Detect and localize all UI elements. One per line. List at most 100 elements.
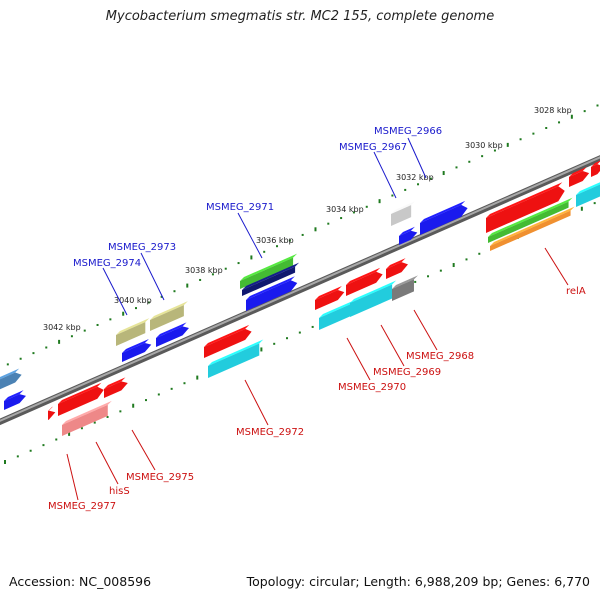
gene-blue-2967[interactable] xyxy=(399,226,418,245)
gene-green-rela[interactable] xyxy=(488,197,573,243)
connector-rela xyxy=(544,247,569,286)
gene-red-hiss-face xyxy=(58,386,104,416)
gene-blue-2974-face xyxy=(122,342,152,362)
gene-khaki-2974-top xyxy=(116,318,150,335)
gene-cyan-2972[interactable] xyxy=(208,339,264,378)
gene-red-2977a[interactable] xyxy=(48,406,56,420)
gene-red-2969-face xyxy=(346,271,383,296)
gene-blue-2973-face xyxy=(156,326,189,347)
gene-blue-left-face xyxy=(4,394,26,410)
gene-red-2972[interactable] xyxy=(204,324,252,358)
gene-steel-left-face xyxy=(0,372,22,390)
connector-msmeg-2973 xyxy=(140,252,165,301)
gene-red-right2-top xyxy=(591,160,600,167)
gene-cyan-2969[interactable] xyxy=(350,280,397,317)
gene-cyan-2972-face xyxy=(208,343,260,378)
gene-label-msmeg-2975[interactable]: MSMEG_2975 xyxy=(126,472,194,483)
gene-cyan-2970-top xyxy=(319,300,355,318)
ruler-label-3028: 3028 kbp xyxy=(534,106,572,115)
gene-green-2971[interactable] xyxy=(240,253,298,289)
upper-gene-labels: MSMEG_2966 MSMEG_2967 MSMEG_2971 MSMEG_2… xyxy=(73,126,442,269)
ruler-label-3030: 3030 kbp xyxy=(465,141,503,150)
gene-cyan-2969-face xyxy=(350,284,393,317)
gene-red-rela[interactable] xyxy=(486,182,565,233)
ruler-label-3034: 3034 kbp xyxy=(326,205,364,214)
gene-red-2972-face xyxy=(204,328,252,358)
gene-orange-rela[interactable] xyxy=(490,206,575,251)
gene-red-2968-top xyxy=(386,258,406,269)
genome-summary-text: Topology: circular; Length: 6,988,209 bp… xyxy=(246,574,590,589)
gene-label-msmeg-2974[interactable]: MSMEG_2974 xyxy=(73,258,141,269)
gene-label-rela[interactable]: relA xyxy=(566,286,586,297)
gene-orange-rela-face xyxy=(490,210,571,251)
gene-label-msmeg-2977[interactable]: MSMEG_2977 xyxy=(48,501,116,512)
connector-msmeg-2977 xyxy=(66,453,79,501)
gene-navy-2971-top xyxy=(242,262,300,290)
gene-red-2970-face xyxy=(315,289,345,310)
gene-red-2969[interactable] xyxy=(346,267,383,296)
gene-red-right2-face xyxy=(591,164,600,177)
gene-red-2970-top xyxy=(315,285,342,300)
gene-label-msmeg-2969[interactable]: MSMEG_2969 xyxy=(373,367,441,378)
gene-cyan-right[interactable] xyxy=(576,179,600,207)
connector-msmeg-2967 xyxy=(373,151,397,199)
connector-hiss xyxy=(95,441,119,485)
gene-blue-2973-top xyxy=(156,322,187,338)
gene-blue-2966[interactable] xyxy=(420,200,468,235)
gene-label-msmeg-2971[interactable]: MSMEG_2971 xyxy=(206,202,274,213)
genome-backbone-highlight xyxy=(0,156,600,422)
gene-grey-2967-top xyxy=(391,201,416,214)
gene-label-hiss[interactable]: hisS xyxy=(109,486,130,497)
connector-msmeg-2968 xyxy=(413,309,438,351)
gene-blue-left[interactable] xyxy=(4,390,26,410)
gene-red-right2[interactable] xyxy=(591,160,600,177)
gene-khaki-2974[interactable] xyxy=(116,318,150,346)
gene-cyan-2970[interactable] xyxy=(319,300,355,330)
gene-khaki-2973-top xyxy=(150,301,188,320)
gene-blue-2971[interactable] xyxy=(246,276,298,311)
gene-cyan-2970-face xyxy=(319,304,351,330)
gene-red-2975[interactable] xyxy=(104,377,128,398)
gene-red-2977a-top xyxy=(48,406,53,411)
gene-grey-2967[interactable] xyxy=(391,201,416,226)
gene-grey-2968[interactable] xyxy=(392,275,418,301)
gene-label-msmeg-2973[interactable]: MSMEG_2973 xyxy=(108,242,176,253)
gene-grey-2968-face xyxy=(392,279,414,301)
gene-khaki-2973[interactable] xyxy=(150,301,188,331)
gene-blue-2971-top xyxy=(246,276,295,300)
gene-blue-2974[interactable] xyxy=(122,338,152,362)
gene-red-rela-top xyxy=(486,182,563,218)
gene-navy-2971[interactable] xyxy=(242,262,300,296)
gene-label-msmeg-2970[interactable]: MSMEG_2970 xyxy=(338,382,406,393)
gene-red-2977a-face xyxy=(48,410,56,420)
gene-cyan-2972-top xyxy=(208,339,264,366)
gene-steel-left[interactable] xyxy=(0,368,22,391)
gene-red-2975-top xyxy=(104,377,126,389)
ruler-label-3042: 3042 kbp xyxy=(43,323,81,332)
gene-cyan-right-face xyxy=(576,184,600,207)
ruler-label-3032: 3032 kbp xyxy=(396,173,434,182)
gene-red-2970[interactable] xyxy=(315,285,345,310)
gene-khaki-2973-face xyxy=(150,305,184,331)
gene-red-2968[interactable] xyxy=(386,258,408,279)
ruler-label-3040: 3040 kbp xyxy=(114,296,152,305)
backbone-group xyxy=(0,155,600,426)
gene-red-2969-top xyxy=(346,267,381,285)
connector-msmeg-2972 xyxy=(244,379,269,426)
gene-label-msmeg-2967[interactable]: MSMEG_2967 xyxy=(339,142,407,153)
gene-blue-2967-top xyxy=(399,226,415,236)
gene-label-msmeg-2972[interactable]: MSMEG_2972 xyxy=(236,427,304,438)
gene-blue-2973[interactable] xyxy=(156,322,189,347)
connector-msmeg-2971 xyxy=(237,212,263,259)
gene-label-msmeg-2966[interactable]: MSMEG_2966 xyxy=(374,126,442,137)
gene-red-right1[interactable] xyxy=(569,166,590,187)
gene-red-hiss[interactable] xyxy=(58,382,104,416)
gene-blue-2966-top xyxy=(420,200,466,223)
upper-connectors xyxy=(102,137,427,316)
gene-label-msmeg-2968[interactable]: MSMEG_2968 xyxy=(406,351,474,362)
gene-green-rela-face xyxy=(488,201,569,243)
gene-pink-2977[interactable] xyxy=(62,400,112,436)
connector-msmeg-2974 xyxy=(102,267,128,316)
upper-ruler xyxy=(6,104,599,366)
